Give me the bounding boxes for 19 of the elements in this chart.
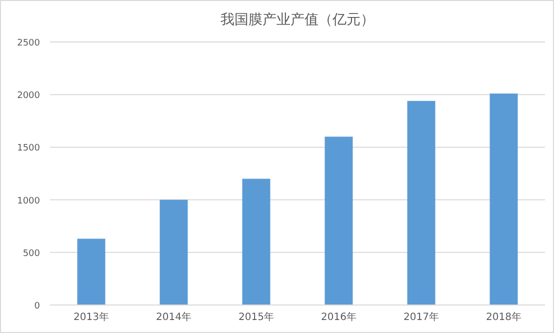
bar: [324, 136, 353, 305]
bar: [77, 238, 106, 305]
bar: [242, 178, 270, 305]
y-tick-label: 2000: [17, 91, 40, 102]
y-tick-label: 0: [34, 302, 40, 312]
chart-title: 我国膜产业产值（亿元）: [220, 12, 374, 28]
x-tick-label: 2017年: [404, 311, 439, 323]
x-tick-label: 2013年: [74, 311, 109, 323]
x-tick-label: 2014年: [156, 311, 192, 323]
y-tick-label: 1000: [17, 196, 40, 206]
bar: [160, 200, 188, 305]
y-tick-label: 500: [22, 248, 40, 259]
y-tick-label: 2500: [17, 38, 40, 48]
x-tick-label: 2015年: [238, 311, 274, 323]
bar: [490, 94, 518, 305]
x-tick-label: 2018年: [486, 311, 522, 323]
y-tick-label: 1500: [17, 144, 40, 154]
x-tick-label: 2016年: [321, 311, 356, 323]
bar: [407, 100, 436, 305]
